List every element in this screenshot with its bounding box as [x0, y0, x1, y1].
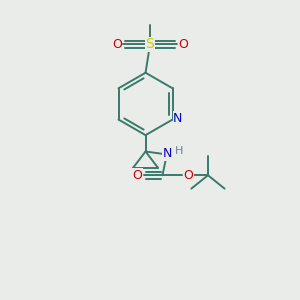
Text: S: S: [146, 38, 154, 52]
Text: O: O: [133, 169, 142, 182]
Text: N: N: [173, 112, 183, 124]
Text: O: O: [183, 169, 193, 182]
Text: H: H: [175, 146, 184, 156]
Text: O: O: [178, 38, 188, 51]
Text: N: N: [173, 112, 183, 125]
Text: O: O: [133, 169, 142, 182]
Text: O: O: [112, 38, 122, 51]
Text: H: H: [175, 146, 184, 157]
Text: O: O: [183, 169, 193, 182]
Text: N: N: [162, 147, 172, 161]
Text: N: N: [162, 147, 172, 161]
